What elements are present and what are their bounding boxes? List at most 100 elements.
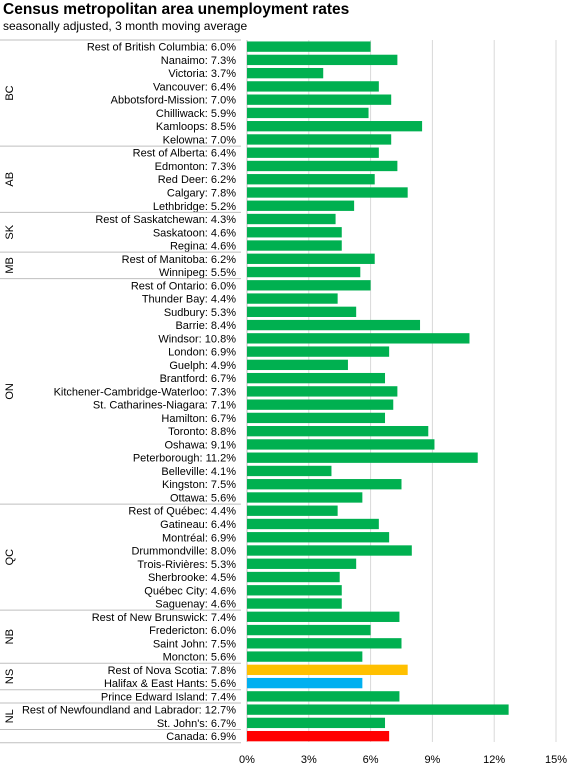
bar-label: Red Deer: 6.2%: [158, 174, 236, 186]
bar: [247, 585, 342, 596]
bar-label: Victoria: 3.7%: [168, 68, 236, 80]
bar: [247, 227, 342, 238]
bar-label: St. John's: 6.7%: [157, 718, 236, 730]
bar: [247, 121, 423, 132]
bar-label: St. Catharines-Niagara: 7.1%: [93, 400, 236, 412]
bar-label: Guelph: 4.9%: [169, 360, 236, 372]
bar-label: Rest of Québec: 4.4%: [128, 506, 236, 518]
bar: [247, 213, 336, 225]
bar: [247, 412, 386, 424]
bar: [247, 372, 386, 384]
bar: [247, 558, 357, 569]
bar-label: Rest of Manitoba: 6.2%: [122, 254, 237, 266]
group-label: SK: [4, 224, 16, 239]
bar-label: Trois-Rivières: 5.3%: [137, 559, 236, 571]
group-label: MB: [4, 257, 16, 274]
bar-label: Toronto: 8.8%: [168, 426, 236, 438]
bar: [247, 730, 390, 742]
chart-subtitle: seasonally adjusted, 3 month moving aver…: [3, 19, 248, 33]
bar-label: Chilliwack: 5.9%: [156, 108, 236, 120]
x-tick-label: 12%: [483, 754, 505, 766]
bar: [247, 452, 478, 463]
x-tick-label: 6%: [363, 754, 379, 766]
bar: [247, 54, 398, 66]
bar: [247, 293, 338, 304]
bar: [247, 253, 375, 264]
bar: [247, 386, 398, 397]
bar-label: Kelowna: 7.0%: [163, 134, 237, 146]
bar-label: Halifax & East Hants: 5.6%: [104, 678, 236, 690]
bar-label: Fredericton: 6.0%: [149, 625, 236, 637]
bar-label: Windsor: 10.8%: [158, 333, 236, 345]
bar-label: Lethbridge: 5.2%: [153, 201, 236, 213]
bar: [247, 518, 379, 530]
bar-label: Nanaimo: 7.3%: [161, 55, 236, 67]
bar-label: Moncton: 5.6%: [163, 652, 237, 664]
bar-label: Belleville: 4.1%: [161, 466, 236, 478]
bar: [247, 439, 435, 450]
bar-label: Rest of New Brunswick: 7.4%: [92, 612, 236, 624]
bar: [247, 571, 340, 583]
bar: [247, 160, 398, 172]
bar-label: Regina: 4.6%: [170, 241, 236, 253]
bar-label: Abbotsford-Mission: 7.0%: [111, 95, 237, 107]
bar: [247, 638, 402, 649]
bar-label: Kingston: 7.5%: [162, 479, 236, 491]
bar-label: Brantford: 6.7%: [160, 373, 237, 385]
bar-label: Sherbrooke: 4.5%: [148, 572, 236, 584]
bar: [247, 545, 412, 556]
bar-label: Rest of Nova Scotia: 7.8%: [108, 665, 237, 677]
bar: [247, 399, 394, 410]
bar-label: Kitchener-Cambridge-Waterloo: 7.3%: [54, 386, 237, 398]
bar-label: Edmonton: 7.3%: [155, 161, 237, 173]
bar-label: Québec City: 4.6%: [144, 585, 236, 597]
bar: [247, 717, 386, 729]
x-tick-label: 3%: [301, 754, 317, 766]
bar-label: Prince Edward Island: 7.4%: [101, 691, 236, 703]
bar: [247, 677, 363, 689]
bar: [247, 94, 392, 105]
bar-label: London: 6.9%: [168, 347, 236, 359]
bar-label: Gatineau: 6.4%: [160, 519, 236, 531]
bar: [247, 333, 470, 344]
bar: [247, 134, 392, 145]
bar: [247, 691, 400, 702]
bar-label: Rest of British Columbia: 6.0%: [87, 42, 236, 54]
bar: [247, 240, 342, 251]
bar: [247, 306, 357, 318]
bar: [247, 359, 348, 371]
bar: [247, 81, 379, 92]
group-label: NL: [4, 709, 16, 723]
bar: [247, 492, 363, 503]
x-tick-label: 0%: [239, 754, 255, 766]
bar: [247, 187, 408, 198]
bar-label: Ottawa: 5.6%: [170, 492, 236, 504]
bar: [247, 532, 390, 543]
bar-label: Barrie: 8.4%: [175, 320, 236, 332]
bar-label: Thunder Bay: 4.4%: [142, 294, 236, 306]
bar-label: Oshawa: 9.1%: [164, 439, 236, 451]
bar-label: Peterborough: 11.2%: [133, 453, 236, 465]
chart-title: Census metropolitan area unemployment ra…: [3, 1, 350, 18]
bar: [247, 505, 338, 516]
bar: [247, 704, 509, 715]
bar-label: Rest of Newfoundland and Labrador: 12.7%: [22, 705, 236, 717]
group-label: ON: [4, 383, 16, 400]
bar: [247, 611, 400, 622]
bar: [247, 425, 429, 437]
bar: [247, 319, 421, 331]
bar-label: Saint John: 7.5%: [153, 638, 236, 650]
bar: [247, 41, 371, 52]
bar-label: Saskatoon: 4.6%: [153, 227, 236, 239]
bar: [247, 147, 379, 158]
bar: [247, 465, 332, 477]
bar: [247, 266, 361, 278]
bar: [247, 479, 402, 490]
bar-label: Drummondville: 8.0%: [131, 546, 236, 558]
group-label: NS: [4, 669, 16, 684]
bar-label: Canada: 6.9%: [166, 731, 236, 743]
bar-label: Winnipeg: 5.5%: [159, 267, 236, 279]
bar-label: Rest of Saskatchewan: 4.3%: [95, 214, 236, 226]
x-tick-label: 15%: [545, 754, 567, 766]
